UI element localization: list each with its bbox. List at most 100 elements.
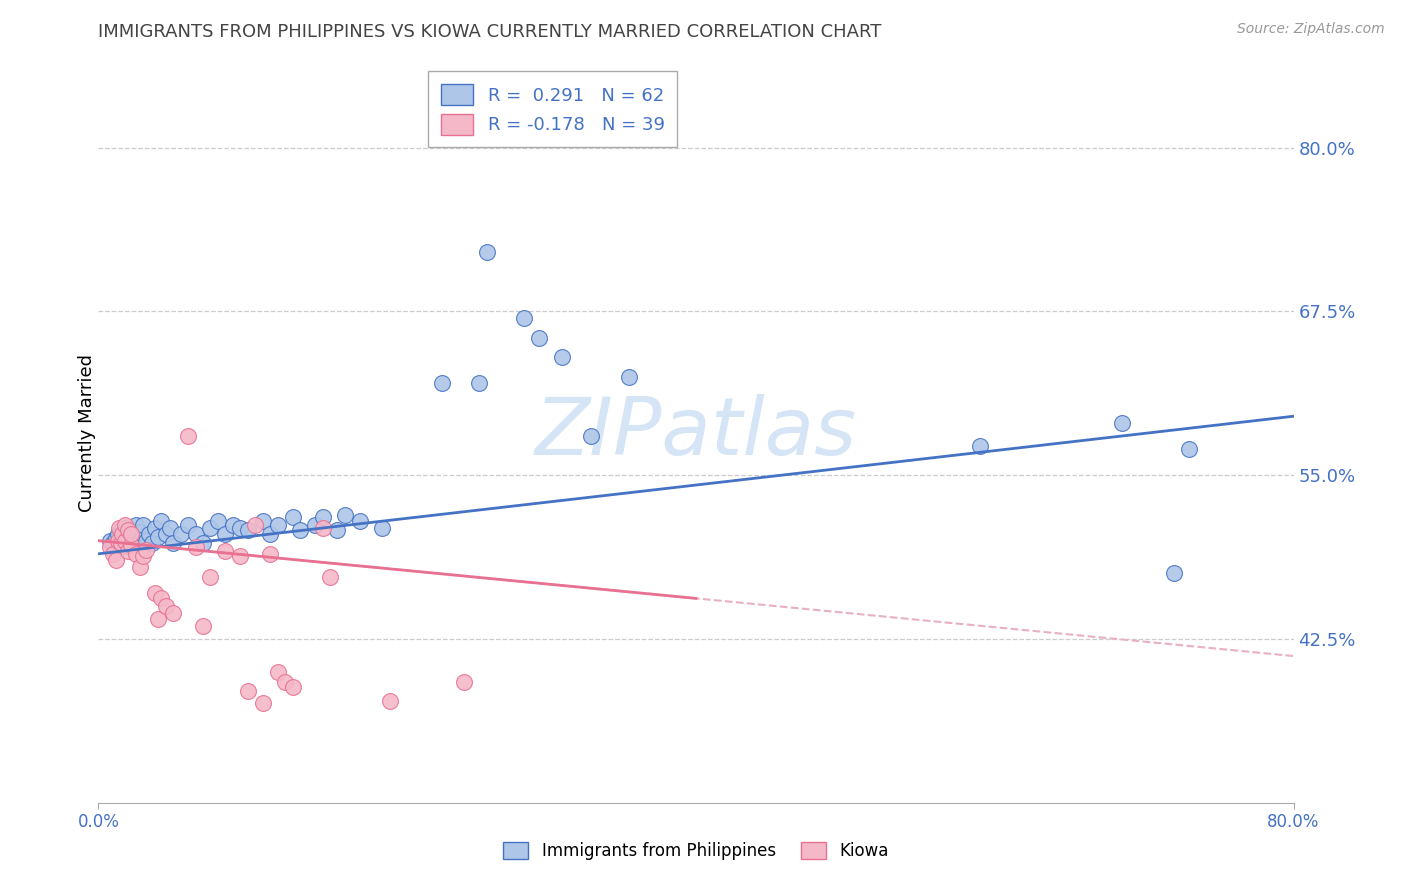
Legend: Immigrants from Philippines, Kiowa: Immigrants from Philippines, Kiowa bbox=[495, 834, 897, 869]
Point bbox=[148, 612, 170, 626]
Point bbox=[191, 536, 214, 550]
Point bbox=[1178, 442, 1201, 456]
Point bbox=[184, 541, 207, 555]
Point bbox=[159, 521, 181, 535]
Point bbox=[177, 429, 200, 443]
Point bbox=[110, 523, 132, 537]
Point bbox=[150, 591, 173, 606]
Point bbox=[148, 530, 170, 544]
Point bbox=[430, 376, 453, 391]
Point bbox=[110, 536, 132, 550]
Point bbox=[132, 518, 155, 533]
Point bbox=[288, 523, 311, 537]
Point bbox=[236, 523, 259, 537]
Point bbox=[527, 330, 550, 344]
Point bbox=[120, 527, 142, 541]
Point bbox=[1163, 566, 1185, 581]
Point bbox=[200, 570, 222, 584]
Point bbox=[128, 533, 150, 548]
Point bbox=[319, 570, 342, 584]
Point bbox=[1111, 416, 1133, 430]
Point bbox=[453, 675, 475, 690]
Point bbox=[252, 696, 274, 710]
Point bbox=[259, 527, 281, 541]
Point bbox=[117, 539, 139, 553]
Point bbox=[617, 370, 640, 384]
Point bbox=[120, 538, 142, 552]
Point bbox=[371, 521, 394, 535]
Point bbox=[103, 536, 125, 550]
Point bbox=[114, 521, 136, 535]
Text: IMMIGRANTS FROM PHILIPPINES VS KIOWA CURRENTLY MARRIED CORRELATION CHART: IMMIGRANTS FROM PHILIPPINES VS KIOWA CUR… bbox=[98, 23, 882, 41]
Point bbox=[281, 681, 304, 695]
Point bbox=[378, 693, 401, 707]
Point bbox=[349, 514, 371, 528]
Point bbox=[177, 518, 200, 533]
Point bbox=[114, 530, 136, 544]
Point bbox=[207, 514, 229, 528]
Point bbox=[245, 518, 267, 533]
Point bbox=[135, 542, 157, 557]
Point bbox=[124, 536, 146, 550]
Point bbox=[141, 536, 163, 550]
Point bbox=[143, 586, 166, 600]
Text: ZIPatlas: ZIPatlas bbox=[534, 393, 858, 472]
Point bbox=[150, 514, 173, 528]
Point bbox=[117, 544, 139, 558]
Point bbox=[98, 533, 122, 548]
Point bbox=[200, 521, 222, 535]
Text: Source: ZipAtlas.com: Source: ZipAtlas.com bbox=[1237, 22, 1385, 37]
Point bbox=[103, 547, 125, 561]
Point bbox=[143, 521, 166, 535]
Point bbox=[184, 527, 207, 541]
Point bbox=[108, 521, 131, 535]
Point bbox=[162, 606, 184, 620]
Point bbox=[121, 530, 143, 544]
Point bbox=[281, 510, 304, 524]
Point bbox=[129, 560, 152, 574]
Point bbox=[111, 533, 134, 548]
Point bbox=[117, 527, 139, 541]
Point bbox=[475, 245, 498, 260]
Point bbox=[267, 665, 290, 679]
Point bbox=[252, 514, 274, 528]
Point bbox=[326, 523, 349, 537]
Point bbox=[229, 549, 252, 564]
Point bbox=[169, 527, 191, 541]
Point bbox=[214, 544, 236, 558]
Point bbox=[107, 533, 129, 548]
Point bbox=[333, 508, 356, 522]
Point bbox=[236, 684, 259, 698]
Point bbox=[304, 518, 326, 533]
Point bbox=[98, 541, 122, 555]
Point bbox=[110, 541, 132, 555]
Point bbox=[513, 310, 536, 325]
Point bbox=[132, 549, 155, 564]
Point bbox=[129, 524, 152, 539]
Point bbox=[135, 533, 157, 548]
Point bbox=[120, 536, 142, 550]
Point bbox=[581, 429, 603, 443]
Point bbox=[125, 547, 148, 561]
Point bbox=[222, 518, 245, 533]
Point bbox=[114, 533, 136, 548]
Point bbox=[105, 553, 128, 567]
Point bbox=[155, 599, 177, 614]
Point bbox=[267, 518, 290, 533]
Point bbox=[311, 510, 333, 524]
Point bbox=[125, 527, 148, 541]
Point bbox=[155, 527, 177, 541]
Point bbox=[111, 527, 134, 541]
Point bbox=[107, 527, 129, 541]
Point bbox=[162, 536, 184, 550]
Point bbox=[229, 521, 252, 535]
Point bbox=[117, 523, 139, 537]
Point bbox=[125, 518, 148, 533]
Point bbox=[969, 439, 991, 453]
Y-axis label: Currently Married: Currently Married bbox=[79, 353, 96, 512]
Point bbox=[214, 527, 236, 541]
Point bbox=[191, 619, 214, 633]
Point bbox=[105, 531, 128, 545]
Point bbox=[114, 518, 136, 533]
Point bbox=[274, 675, 297, 690]
